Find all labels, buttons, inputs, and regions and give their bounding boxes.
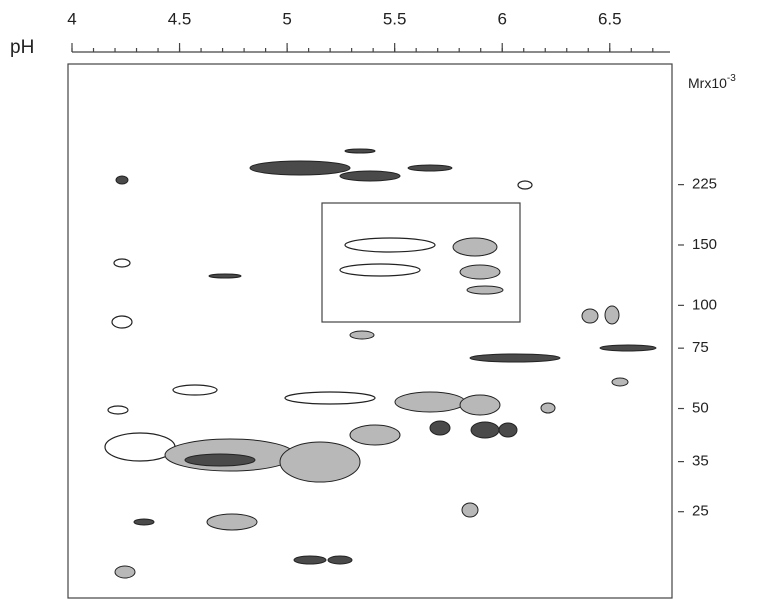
y-tick-label: 50 (692, 399, 709, 416)
spot (184, 453, 256, 467)
spot (172, 384, 218, 396)
spots (104, 148, 657, 579)
spot (517, 180, 533, 190)
spot (429, 420, 451, 436)
spot (466, 285, 504, 295)
spot (344, 148, 376, 154)
spot (581, 308, 599, 324)
spot (339, 170, 401, 182)
y-tick-label: 100 (692, 296, 717, 313)
spot (599, 344, 657, 352)
spot (498, 422, 518, 438)
x-tick-label: 5 (282, 9, 291, 28)
spot (279, 441, 361, 483)
spot (206, 513, 258, 531)
spot (459, 264, 501, 280)
spot (470, 421, 500, 439)
y-tick-label: 35 (692, 453, 709, 470)
y-tick-label: 75 (692, 339, 709, 356)
spot (344, 237, 436, 253)
spot (540, 402, 556, 414)
x-tick-label: 6.5 (598, 9, 622, 28)
spot (293, 555, 327, 565)
y-tick-label: 225 (692, 176, 717, 193)
spot (339, 263, 421, 277)
spot (349, 330, 375, 340)
spot (461, 502, 479, 518)
spot (407, 164, 453, 172)
y-axis-label-exponent: -3 (727, 73, 736, 84)
x-tick-label: 5.5 (383, 9, 407, 28)
spot (327, 555, 353, 565)
spot (114, 565, 136, 579)
x-axis-label: pH (10, 37, 34, 58)
spot (284, 391, 376, 405)
gel-frame (67, 63, 673, 599)
spot (349, 424, 401, 446)
spot (133, 518, 155, 526)
spot (208, 273, 242, 279)
x-tick-label: 6 (497, 9, 506, 28)
y-axis-label: Mrx10-3 (688, 73, 736, 91)
spot (469, 353, 561, 363)
y-tick-label: 150 (692, 236, 717, 253)
spot (452, 237, 498, 257)
spot (249, 160, 351, 176)
y-tick-label: 25 (692, 503, 709, 520)
spot (107, 405, 129, 415)
x-tick-label: 4.5 (168, 9, 192, 28)
spot (113, 258, 131, 268)
spot (111, 315, 133, 329)
spot (104, 432, 176, 462)
spot (459, 394, 501, 416)
x-tick-label: 4 (67, 9, 76, 28)
y-axis-label-base: Mrx10 (688, 75, 727, 91)
spot (611, 377, 629, 387)
inset-box (321, 202, 521, 323)
spot (394, 391, 466, 413)
spot (115, 175, 129, 185)
spot (604, 305, 620, 325)
